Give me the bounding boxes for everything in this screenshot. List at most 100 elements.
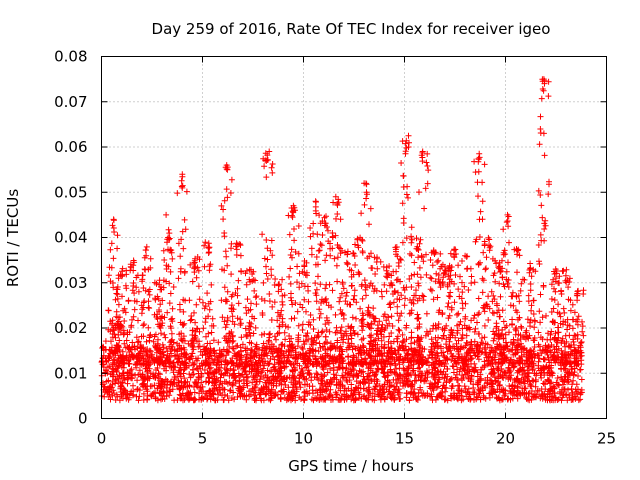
data-point (524, 316, 531, 323)
data-point (114, 232, 121, 239)
data-point (322, 380, 328, 387)
data-point (188, 316, 195, 323)
data-point (402, 354, 409, 361)
data-point (508, 372, 515, 379)
data-point (343, 293, 350, 299)
data-point (494, 386, 501, 393)
data-point (394, 276, 401, 283)
data-point (320, 358, 327, 365)
data-point (325, 353, 332, 360)
data-point (154, 365, 161, 371)
data-point (310, 341, 316, 348)
data-point (463, 332, 470, 339)
data-point (423, 271, 430, 278)
data-point (364, 191, 370, 198)
data-point (338, 290, 345, 297)
data-point (560, 354, 567, 361)
data-point (528, 302, 535, 309)
data-point (192, 380, 199, 387)
data-point (180, 351, 187, 358)
data-point (471, 328, 478, 335)
data-point (395, 326, 402, 333)
data-point (135, 338, 142, 345)
data-point (201, 348, 208, 355)
data-point (259, 231, 266, 238)
data-point (457, 273, 463, 280)
data-point (327, 386, 334, 393)
data-point (268, 237, 275, 244)
data-point (430, 247, 437, 254)
data-point (443, 357, 449, 363)
data-point (300, 373, 307, 380)
data-point (375, 365, 382, 372)
data-point (118, 273, 125, 280)
data-point (532, 391, 539, 398)
data-point (332, 311, 339, 318)
data-point (358, 323, 365, 329)
data-point (289, 301, 296, 308)
data-point (130, 391, 137, 398)
data-point (331, 374, 338, 381)
data-point (258, 296, 265, 302)
data-point (341, 396, 348, 403)
data-point (419, 148, 426, 155)
data-point (412, 371, 418, 378)
data-point (157, 325, 164, 331)
data-point (263, 379, 270, 386)
data-point (299, 346, 306, 352)
data-point (279, 341, 286, 348)
data-point (142, 266, 149, 273)
data-point (181, 375, 188, 382)
data-point (336, 359, 343, 366)
data-point (517, 379, 524, 386)
data-point (554, 309, 561, 316)
data-point (434, 379, 441, 386)
data-point (193, 301, 200, 308)
data-point (380, 369, 387, 376)
data-point (301, 263, 308, 270)
data-point (166, 230, 173, 237)
data-point (573, 354, 580, 361)
data-point (366, 380, 373, 387)
data-point (140, 304, 147, 311)
data-point (444, 365, 451, 372)
data-point (310, 348, 317, 355)
data-point (537, 192, 544, 198)
data-point (278, 341, 285, 348)
data-point (359, 295, 366, 302)
data-point (105, 272, 112, 279)
data-point (513, 292, 520, 299)
data-point (292, 345, 299, 352)
data-point (263, 237, 270, 243)
data-point (400, 172, 407, 179)
data-point (178, 183, 185, 190)
data-point (411, 339, 418, 346)
data-point (551, 334, 558, 341)
data-point (156, 345, 163, 351)
data-point (116, 372, 123, 379)
data-point (388, 340, 394, 347)
data-point (143, 338, 150, 345)
data-point (506, 239, 512, 246)
data-point (222, 324, 229, 331)
data-point (146, 291, 153, 298)
data-point (523, 327, 530, 334)
data-point (436, 307, 443, 314)
data-point (551, 297, 558, 303)
data-point (505, 277, 512, 283)
axis-ticks: 00.010.020.030.040.050.060.070.080 5 10 15 2… (54, 48, 616, 448)
data-point (392, 360, 399, 367)
data-point (552, 359, 559, 366)
data-point (115, 331, 122, 338)
data-point (478, 366, 485, 373)
data-point (268, 368, 275, 375)
data-point (365, 370, 372, 377)
data-point (451, 280, 458, 287)
data-point (359, 249, 366, 256)
data-point (427, 257, 434, 263)
data-point (428, 381, 435, 388)
data-point (152, 295, 159, 302)
data-point (545, 78, 552, 85)
data-point (286, 358, 293, 365)
data-point (561, 309, 568, 316)
